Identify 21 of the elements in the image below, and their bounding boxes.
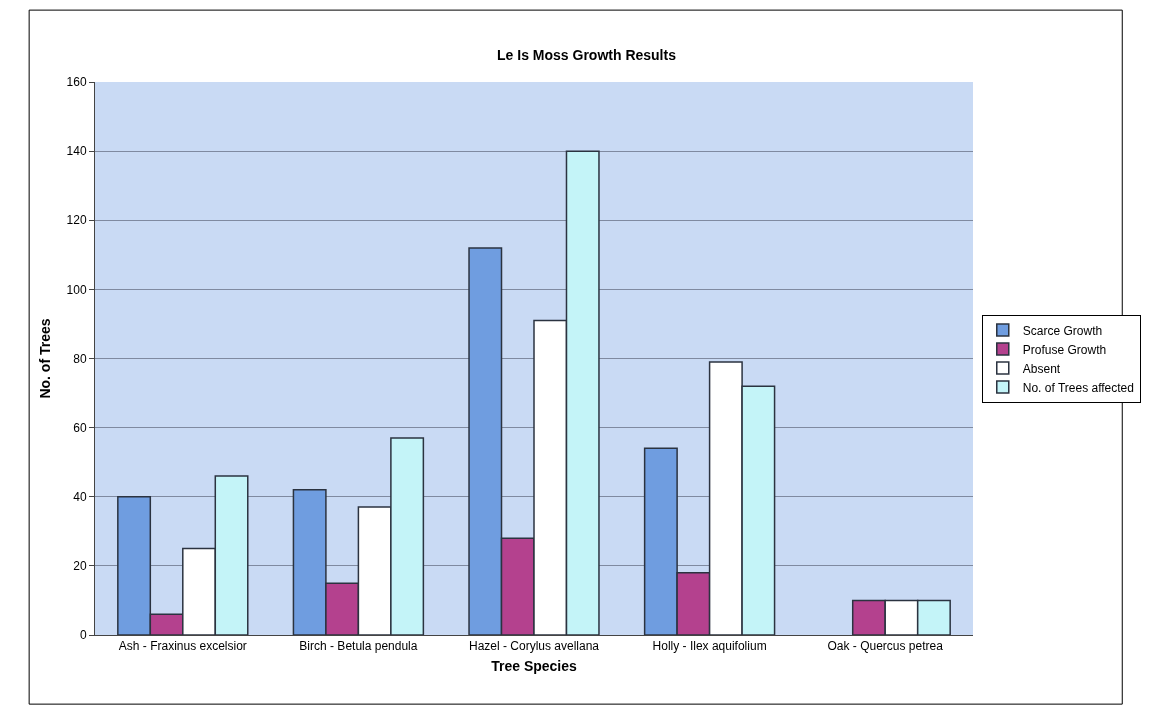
y-tick-label: 100: [66, 282, 87, 297]
y-tick-label: 160: [66, 75, 87, 90]
y-tick-label: 80: [73, 351, 87, 366]
y-tick-label: 120: [66, 213, 87, 228]
x-tick-label: Oak - Quercus petrea: [827, 639, 944, 654]
y-tick-label: 140: [66, 144, 87, 159]
y-tick-label: 60: [73, 420, 87, 435]
legend-label: Scarce Growth: [1022, 323, 1103, 338]
y-tick-label: 40: [73, 489, 87, 504]
x-tick-label: Holly - Ilex aquifolium: [652, 639, 767, 654]
legend-label: No. of Trees affected: [1022, 380, 1134, 395]
y-axis-title: No. of Trees: [37, 318, 54, 399]
x-tick-label: Birch - Betula pendula: [299, 639, 418, 654]
x-tick-label: Ash - Fraxinus excelsior: [118, 639, 247, 654]
x-axis-title: Tree Species: [491, 657, 578, 674]
y-tick-label: 20: [73, 559, 87, 574]
legend-label: Absent: [1022, 361, 1061, 376]
legend-label: Profuse Growth: [1022, 342, 1107, 357]
y-tick-label: 0: [79, 628, 87, 643]
x-tick-label: Hazel - Corylus avellana: [468, 639, 600, 654]
chart-title: Le Is Moss Growth Results: [497, 46, 677, 63]
